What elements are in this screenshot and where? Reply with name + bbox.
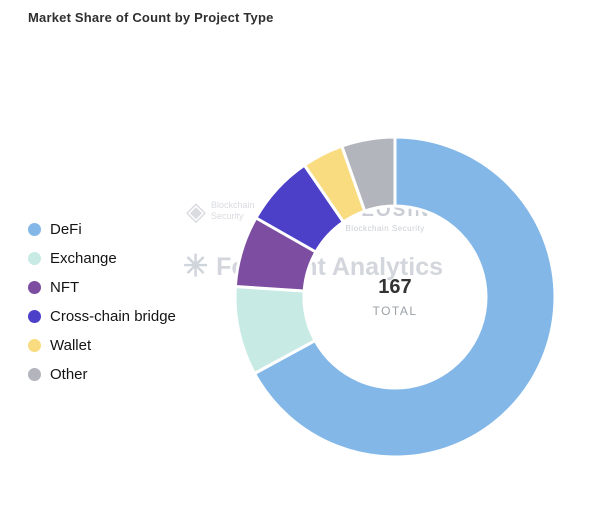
legend-item-cross-chain-bridge[interactable]: Cross-chain bridge: [28, 302, 176, 331]
donut-slice-other[interactable]: [340, 135, 397, 213]
legend-label: DeFi: [50, 221, 82, 238]
legend-label: Wallet: [50, 337, 92, 354]
legend-item-nft[interactable]: NFT: [28, 273, 176, 302]
legend-label: Exchange: [50, 250, 117, 267]
legend-dot-defi: [28, 223, 41, 236]
legend-item-wallet[interactable]: Wallet: [28, 331, 176, 360]
donut-slice-defi[interactable]: [252, 135, 557, 459]
legend-item-other[interactable]: Other: [28, 360, 176, 389]
legend: DeFi Exchange NFT Cross-chain bridge Wallet O…: [28, 215, 176, 389]
legend-label: NFT: [50, 279, 80, 296]
legend-item-exchange[interactable]: Exchange: [28, 244, 176, 273]
legend-label: Cross-chain bridge: [50, 308, 176, 325]
chart-title: Market Share of Count by Project Type: [28, 10, 274, 25]
legend-dot-other: [28, 368, 41, 381]
legend-dot-exchange: [28, 252, 41, 265]
legend-dot-nft: [28, 281, 41, 294]
legend-dot-cross-chain-bridge: [28, 310, 41, 323]
legend-dot-wallet: [28, 339, 41, 352]
legend-label: Other: [50, 366, 88, 383]
legend-item-defi[interactable]: DeFi: [28, 215, 176, 244]
